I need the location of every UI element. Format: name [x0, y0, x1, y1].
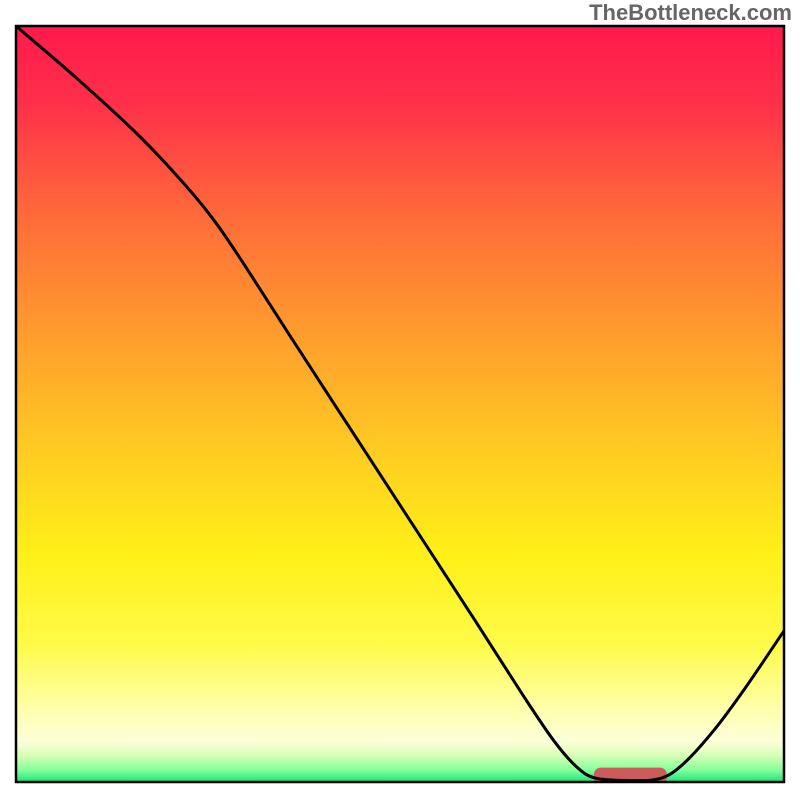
attribution-label: TheBottleneck.com [589, 0, 792, 26]
chart-background [16, 26, 784, 782]
chart-svg [0, 0, 800, 800]
bottleneck-chart: TheBottleneck.com [0, 0, 800, 800]
